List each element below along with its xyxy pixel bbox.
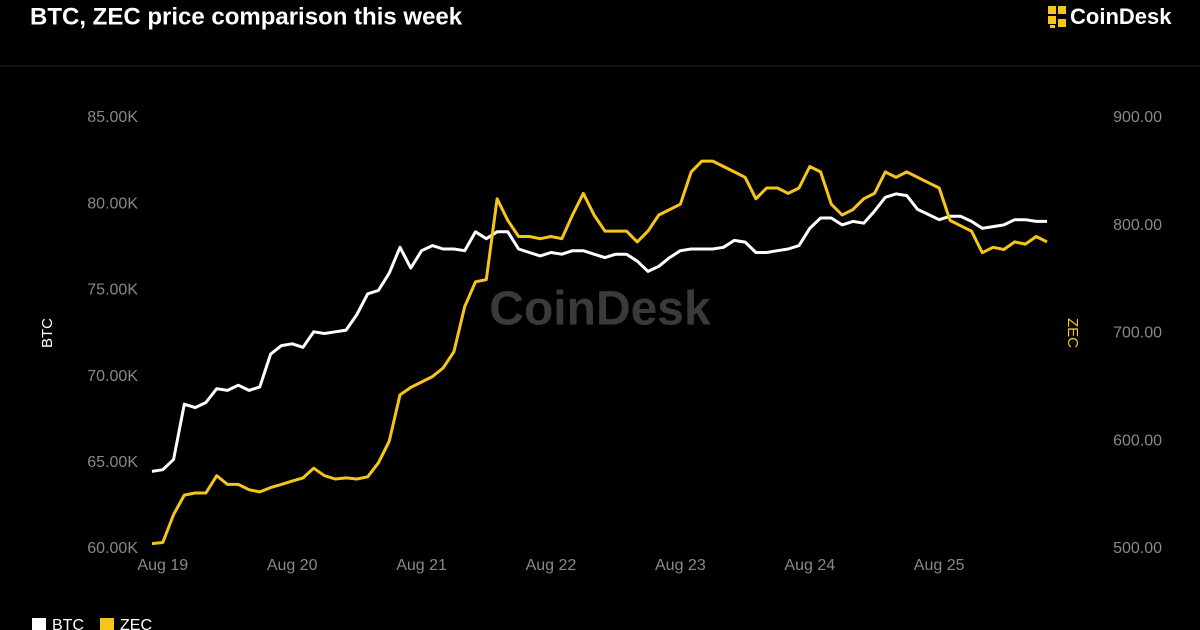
legend-swatch: [32, 618, 46, 630]
legend-swatch: [100, 618, 114, 630]
y-axis-title: BTC: [39, 318, 56, 348]
y2-axis-title: ZEC: [1064, 318, 1081, 348]
y2-tick-label: 700.00: [1113, 325, 1162, 342]
x-tick-label: Aug 23: [655, 557, 706, 574]
y2-tick-label: 600.00: [1113, 432, 1162, 449]
logo-square: [1058, 6, 1066, 14]
y-tick-label: 70.00K: [87, 368, 138, 385]
brand-logo: [1048, 6, 1066, 28]
logo-square: [1048, 6, 1056, 14]
x-tick-label: Aug 22: [526, 557, 577, 574]
series-line: [151, 159, 1048, 546]
x-tick-label: Aug 21: [396, 557, 447, 574]
x-tick-label: Aug 19: [137, 557, 188, 574]
x-tick-label: Aug 24: [784, 557, 835, 574]
y2-tick-label: 900.00: [1113, 109, 1162, 126]
logo-square: [1050, 25, 1055, 28]
x-tick-label: Aug 20: [267, 557, 318, 574]
watermark: CoinDesk: [489, 283, 711, 336]
y-tick-label: 60.00K: [87, 540, 138, 557]
brand-name: CoinDesk: [1070, 4, 1172, 29]
series-line: [151, 192, 1047, 473]
y-tick-label: 80.00K: [87, 195, 138, 212]
y2-tick-label: 800.00: [1113, 217, 1162, 234]
legend-label: BTC: [52, 617, 84, 630]
logo-square: [1058, 19, 1066, 27]
legend-label: ZEC: [120, 617, 152, 630]
y-tick-label: 65.00K: [87, 454, 138, 471]
chart-title: BTC, ZEC price comparison this week: [30, 3, 463, 30]
x-tick-label: Aug 25: [914, 557, 965, 574]
y-tick-label: 75.00K: [87, 282, 138, 299]
y-tick-label: 85.00K: [87, 109, 138, 126]
y2-tick-label: 500.00: [1113, 540, 1162, 557]
logo-square: [1048, 16, 1056, 24]
